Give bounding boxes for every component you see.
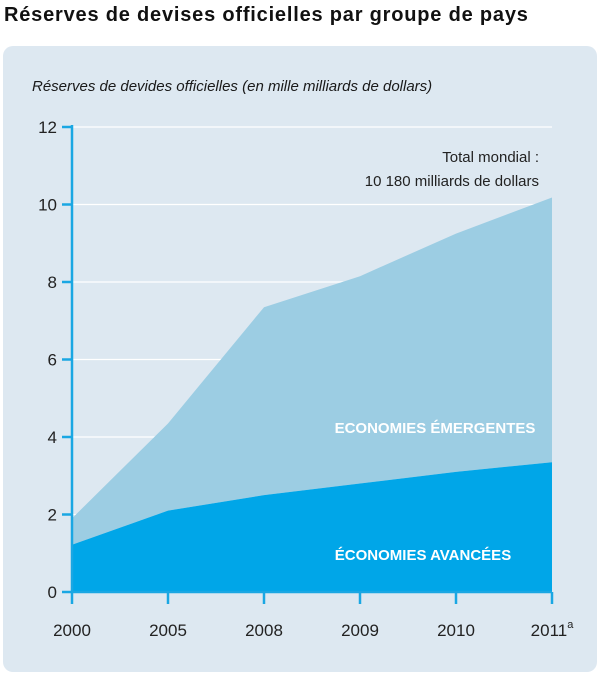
area-economies-emergentes (72, 197, 552, 545)
x-tick-superscript: a (567, 619, 574, 631)
axes (62, 125, 554, 604)
annotation-total-line2: 10 180 milliards de dollars (365, 173, 539, 190)
series-label-emergentes: ECONOMIES ÉMERGENTES (335, 420, 536, 437)
x-tick-label: 2005 (149, 621, 187, 640)
y-tick-label: 2 (48, 506, 57, 525)
chart-subtitle: Réserves de devides officielles (en mill… (32, 78, 432, 95)
x-tick-label: 2010 (437, 621, 475, 640)
y-tick-label: 10 (38, 196, 57, 215)
x-tick-label: 2011a (531, 619, 575, 640)
series-label-avancees: ÉCONOMIES AVANCÉES (335, 547, 511, 564)
y-tick-label: 6 (48, 351, 57, 370)
x-tick-label: 2000 (53, 621, 91, 640)
y-tick-label: 0 (48, 583, 57, 602)
annotation-total-line1: Total mondial : (442, 149, 539, 166)
x-tick-label: 2009 (341, 621, 379, 640)
y-tick-label: 12 (38, 118, 57, 137)
area-economies-avancees (72, 462, 552, 592)
y-tick-label: 4 (48, 428, 57, 447)
x-tick-label: 2008 (245, 621, 283, 640)
area-layers (72, 197, 552, 592)
y-tick-label: 8 (48, 273, 57, 292)
axis-labels: 0 2 4 6 8 10 12 2000 2005 2008 2009 2010 2011a (38, 118, 574, 640)
chart-title: Réserves de devises officielles par grou… (4, 4, 529, 26)
